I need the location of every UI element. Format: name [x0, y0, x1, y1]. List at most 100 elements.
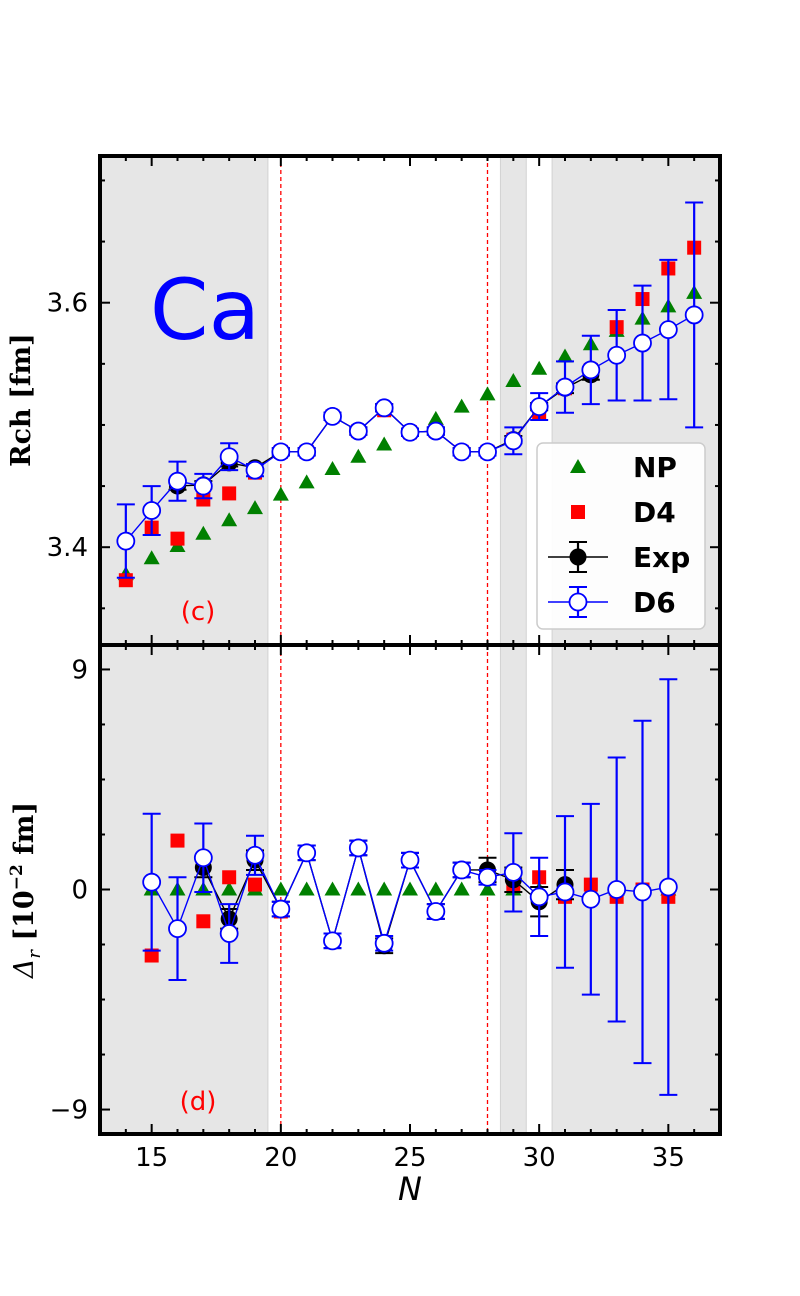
data-point: [193, 476, 213, 496]
y-tick-label: 3.6: [47, 289, 88, 319]
data-point: [272, 881, 289, 896]
data-point: [479, 386, 496, 401]
shaded-regions: [99, 644, 721, 1135]
data-point: [581, 360, 601, 380]
data-point: [297, 442, 317, 462]
data-point: [170, 833, 185, 848]
data-point: [557, 348, 573, 363]
data-point: [193, 848, 213, 868]
data-point: [221, 512, 238, 527]
data-point: [453, 881, 470, 896]
data-point: [503, 431, 523, 451]
y-tick-label: 9: [71, 655, 88, 685]
legend-entry-d4: D4: [571, 496, 676, 529]
data-point: [142, 501, 162, 520]
data-point: [323, 931, 342, 951]
data-point: [505, 372, 522, 387]
data-point: [376, 436, 393, 451]
legend-box: [536, 442, 706, 630]
data-point: [376, 881, 393, 896]
data-point: [400, 850, 420, 870]
data-point: [402, 881, 418, 896]
data-point: [426, 421, 446, 441]
y-tick-label: 0: [71, 876, 88, 906]
data-point: [529, 887, 549, 907]
data-point: [196, 914, 211, 929]
data-point: [607, 880, 627, 899]
data-point: [350, 881, 367, 896]
data-point: [248, 877, 262, 892]
legend-label: D4: [633, 496, 676, 529]
x-axis-title: N: [398, 1170, 422, 1208]
data-point: [195, 525, 212, 540]
data-point: [426, 902, 446, 921]
data-point: [142, 872, 162, 892]
data-point: [479, 881, 496, 896]
x-tick-label: 15: [135, 1143, 168, 1173]
data-point: [221, 881, 238, 896]
data-point: [348, 838, 368, 858]
data-point: [323, 406, 342, 426]
data-point: [219, 924, 239, 943]
data-point: [633, 333, 652, 353]
data-point: [374, 398, 394, 418]
legend-marker: [568, 592, 588, 612]
data-point: [581, 889, 601, 909]
data-point: [633, 882, 652, 902]
panel-label: (c): [181, 597, 216, 627]
data-point: [298, 881, 315, 896]
data-point: [427, 881, 444, 896]
data-point: [297, 843, 317, 863]
legend-marker: [569, 548, 587, 566]
data-point: [529, 397, 549, 417]
panel-label: (d): [180, 1087, 217, 1117]
data-point: [324, 881, 341, 896]
data-point: [271, 442, 291, 462]
series-group: [116, 201, 704, 588]
data-point: [324, 460, 341, 475]
data-point: [170, 531, 185, 546]
panel-d: −9 0 9 15 20 25 30 35 (d) Δr [10−2 fm] N: [7, 643, 722, 1208]
data-point: [555, 377, 575, 397]
axis-ticks: −9 0 9 15 20 25 30 35: [50, 645, 721, 1173]
data-point: [245, 845, 265, 865]
legend: NP D4 Exp D6: [536, 442, 706, 630]
data-point: [272, 486, 289, 501]
data-point: [168, 919, 187, 939]
legend-label: Exp: [633, 541, 690, 574]
panel-c: 3.4 3.6 Ca (c) Rch [fm] NP D4 Exp D6: [6, 154, 722, 647]
data-point: [658, 877, 678, 897]
data-point: [348, 421, 368, 441]
element-label: Ca: [150, 261, 260, 359]
data-point: [503, 862, 523, 882]
y-tick-label: 3.4: [47, 533, 88, 563]
data-point: [219, 447, 239, 467]
data-point: [555, 882, 575, 902]
y-axis-title: Δr [10−2 fm]: [7, 802, 45, 979]
legend-entry-np: NP: [570, 451, 677, 484]
legend-marker: [570, 459, 586, 473]
data-point: [298, 474, 315, 489]
data-point: [478, 867, 497, 887]
x-tick-label: 35: [652, 1143, 685, 1173]
data-point: [400, 422, 420, 442]
y-axis-title: Rch [fm]: [6, 333, 37, 467]
series-d6: [116, 201, 704, 579]
legend-entry-d6: D6: [548, 586, 676, 619]
data-point: [453, 398, 470, 413]
data-point: [684, 305, 704, 325]
data-point: [452, 860, 472, 880]
x-tick-label: 25: [393, 1143, 426, 1173]
data-point: [247, 500, 263, 515]
data-point: [452, 442, 472, 462]
data-point: [116, 531, 136, 551]
data-point: [245, 460, 265, 480]
data-point: [168, 471, 187, 491]
shaded-region: [499, 155, 527, 646]
data-point: [374, 933, 394, 953]
data-point: [427, 410, 444, 425]
shell-closure-lines: [280, 156, 489, 645]
shell-closure-lines: [280, 645, 489, 1134]
data-point: [478, 442, 497, 462]
